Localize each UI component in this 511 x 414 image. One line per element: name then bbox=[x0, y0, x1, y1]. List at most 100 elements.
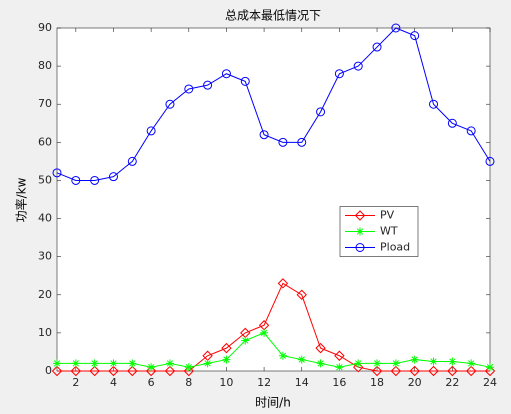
x-tick-label: 10 bbox=[219, 376, 233, 389]
marker bbox=[221, 342, 232, 354]
marker bbox=[390, 365, 402, 377]
legend-marker bbox=[354, 210, 366, 221]
marker bbox=[316, 359, 325, 368]
marker bbox=[371, 365, 383, 377]
x-tick-label: 6 bbox=[148, 376, 155, 389]
marker bbox=[260, 328, 269, 337]
marker bbox=[335, 363, 344, 372]
marker bbox=[410, 355, 419, 364]
marker bbox=[203, 80, 213, 90]
y-tick-label: 30 bbox=[38, 250, 52, 263]
marker bbox=[467, 359, 476, 368]
y-tick-label: 70 bbox=[38, 97, 52, 110]
marker bbox=[259, 130, 269, 140]
x-tick-label: 8 bbox=[185, 376, 192, 389]
marker bbox=[128, 359, 137, 368]
x-tick-label: 14 bbox=[295, 376, 309, 389]
chart-title: 总成本最低情况下 bbox=[225, 9, 321, 23]
marker bbox=[108, 172, 118, 182]
y-tick-label: 40 bbox=[38, 212, 52, 225]
marker bbox=[184, 363, 193, 372]
marker bbox=[278, 351, 287, 360]
marker bbox=[71, 359, 80, 368]
marker bbox=[146, 126, 156, 136]
x-tick-label: 22 bbox=[445, 376, 459, 389]
marker bbox=[52, 168, 62, 178]
marker bbox=[240, 76, 250, 86]
marker bbox=[70, 365, 82, 377]
marker bbox=[53, 359, 61, 368]
x-tick-label: 4 bbox=[110, 376, 117, 389]
marker bbox=[51, 365, 63, 377]
marker bbox=[90, 175, 100, 185]
x-tick-label: 24 bbox=[483, 376, 497, 389]
marker bbox=[222, 355, 231, 364]
marker bbox=[429, 357, 438, 366]
marker bbox=[165, 359, 174, 368]
y-axis-label: 功率/kw bbox=[14, 177, 29, 222]
marker bbox=[448, 357, 457, 366]
marker bbox=[89, 365, 100, 377]
marker bbox=[334, 350, 345, 361]
marker bbox=[429, 99, 439, 109]
marker bbox=[297, 355, 306, 364]
marker bbox=[485, 156, 495, 166]
marker bbox=[447, 118, 457, 128]
marker bbox=[164, 365, 176, 377]
marker bbox=[354, 359, 363, 368]
marker bbox=[127, 365, 138, 377]
y-tick-label: 90 bbox=[38, 21, 52, 34]
y-tick-label: 0 bbox=[45, 364, 52, 377]
marker bbox=[90, 359, 99, 368]
marker bbox=[391, 359, 400, 368]
marker bbox=[203, 359, 212, 368]
legend-label: Pload bbox=[380, 241, 410, 254]
marker bbox=[372, 42, 382, 52]
legend-marker bbox=[356, 227, 364, 236]
y-tick-label: 20 bbox=[38, 288, 52, 301]
marker bbox=[409, 365, 420, 377]
y-tick-label: 50 bbox=[38, 173, 52, 186]
x-tick-label: 2 bbox=[72, 376, 79, 389]
marker bbox=[277, 278, 289, 289]
marker bbox=[278, 137, 288, 147]
marker bbox=[147, 363, 156, 372]
marker bbox=[108, 365, 119, 377]
marker bbox=[373, 359, 382, 368]
legend-label: PV bbox=[380, 209, 395, 222]
y-tick-label: 60 bbox=[38, 135, 52, 148]
plot-area bbox=[56, 27, 491, 372]
marker bbox=[410, 31, 420, 41]
marker bbox=[165, 99, 175, 109]
marker bbox=[296, 289, 307, 300]
legend-label: WT bbox=[380, 225, 398, 238]
marker bbox=[334, 69, 344, 79]
marker bbox=[109, 359, 118, 368]
marker bbox=[297, 137, 307, 147]
x-axis-label: 时间/h bbox=[255, 396, 291, 410]
marker bbox=[127, 156, 137, 166]
marker bbox=[428, 365, 439, 377]
marker bbox=[241, 336, 250, 345]
marker bbox=[353, 61, 363, 71]
marker bbox=[486, 363, 494, 372]
marker bbox=[315, 342, 326, 354]
x-tick-label: 18 bbox=[370, 376, 384, 389]
legend-marker bbox=[355, 243, 365, 252]
marker bbox=[71, 175, 81, 185]
marker bbox=[447, 365, 458, 377]
y-tick-label: 10 bbox=[38, 326, 52, 339]
series-line bbox=[57, 282, 490, 372]
y-tick-label: 80 bbox=[38, 59, 52, 72]
marker bbox=[391, 23, 401, 33]
marker bbox=[466, 126, 476, 136]
marker bbox=[465, 365, 477, 377]
x-tick-label: 12 bbox=[257, 376, 271, 389]
marker bbox=[184, 84, 194, 94]
marker bbox=[316, 107, 326, 117]
marker bbox=[221, 69, 231, 79]
x-tick-label: 16 bbox=[332, 376, 346, 389]
x-tick-label: 20 bbox=[408, 376, 422, 389]
